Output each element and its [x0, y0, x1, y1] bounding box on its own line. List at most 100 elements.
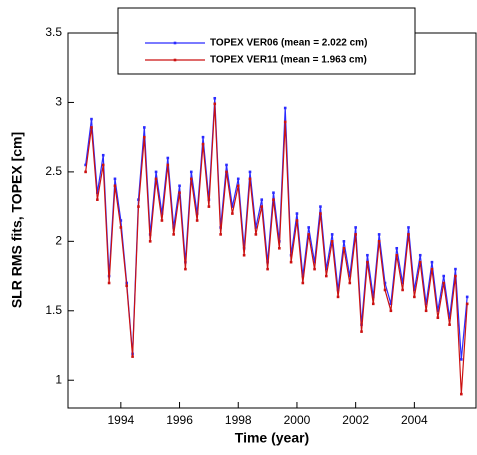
data-point	[436, 309, 440, 313]
data-point	[90, 126, 93, 129]
data-point	[325, 274, 328, 278]
data-point	[418, 253, 422, 257]
data-point	[248, 177, 252, 181]
data-point	[319, 212, 322, 215]
data-point	[225, 170, 228, 174]
data-point	[407, 226, 410, 229]
x-tick-label: 1996	[166, 413, 193, 427]
data-point	[166, 156, 170, 160]
data-point	[96, 198, 99, 201]
data-point	[313, 260, 316, 264]
data-point	[460, 392, 463, 396]
data-point	[137, 205, 140, 208]
data-point	[389, 302, 393, 306]
data-point	[407, 233, 410, 236]
data-point	[213, 96, 217, 100]
data-point	[401, 288, 404, 292]
data-point	[107, 281, 111, 285]
data-point	[289, 260, 293, 264]
legend-label: TOPEX VER11 (mean = 1.963 cm)	[210, 55, 367, 66]
data-point	[342, 246, 346, 250]
data-point	[225, 163, 228, 167]
data-point	[101, 163, 105, 167]
data-point	[236, 184, 240, 188]
data-point	[278, 246, 281, 250]
data-point	[236, 177, 240, 181]
data-point	[254, 233, 258, 236]
data-point	[342, 240, 346, 243]
data-point	[90, 117, 93, 121]
y-tick-label: 3.5	[45, 25, 62, 39]
data-point	[242, 253, 246, 257]
data-point	[448, 316, 451, 320]
data-point	[330, 233, 334, 236]
data-point	[348, 281, 352, 285]
y-axis-title: SLR RMS fits, TOPEX [cm]	[9, 132, 25, 308]
y-tick-label: 1.5	[45, 303, 62, 317]
data-point	[383, 288, 387, 292]
x-tick-label: 2000	[284, 413, 311, 427]
data-point	[189, 177, 193, 181]
data-point	[371, 295, 375, 299]
data-point	[395, 246, 399, 250]
data-point	[195, 219, 199, 222]
data-point	[248, 170, 252, 174]
data-point	[424, 302, 428, 306]
data-point	[413, 288, 416, 292]
legend-marker	[173, 41, 177, 45]
data-point	[465, 302, 469, 306]
x-axis-title: Time (year)	[235, 430, 309, 446]
data-point	[125, 284, 129, 288]
data-point	[454, 267, 457, 271]
data-point	[307, 233, 310, 236]
data-point	[254, 226, 258, 229]
data-point	[301, 281, 305, 285]
data-point	[336, 295, 340, 299]
data-point	[442, 274, 446, 278]
data-point	[154, 177, 158, 181]
x-tick-label: 2004	[401, 413, 428, 427]
data-point	[231, 212, 234, 215]
data-point	[454, 274, 457, 278]
data-point	[148, 240, 152, 243]
data-point	[143, 126, 146, 129]
data-point	[201, 142, 205, 146]
data-point	[460, 358, 463, 361]
data-point	[260, 198, 264, 201]
series-line	[85, 103, 468, 395]
data-point	[172, 233, 175, 236]
data-point	[319, 205, 322, 208]
data-point	[143, 135, 146, 139]
data-point	[383, 281, 387, 285]
legend-marker	[173, 58, 177, 62]
data-point	[413, 295, 416, 299]
data-point	[313, 267, 316, 271]
data-point	[465, 295, 469, 299]
legend-label: TOPEX VER06 (mean = 2.022 cm)	[210, 38, 367, 49]
data-point	[366, 260, 369, 264]
data-point	[354, 226, 357, 229]
data-point	[84, 170, 87, 174]
data-point	[330, 240, 334, 243]
x-tick-label: 2002	[342, 413, 369, 427]
data-point	[436, 316, 440, 320]
data-point	[272, 191, 275, 195]
data-point	[283, 106, 287, 110]
data-point	[377, 240, 381, 243]
data-point	[119, 219, 123, 222]
data-point	[84, 163, 87, 167]
data-point	[401, 281, 404, 285]
data-point	[272, 198, 275, 201]
data-point	[219, 233, 222, 236]
data-point	[231, 205, 234, 208]
y-tick-label: 2.5	[45, 164, 62, 178]
data-point	[189, 170, 193, 174]
data-point	[424, 309, 428, 313]
data-point	[389, 309, 393, 313]
data-point	[360, 330, 363, 333]
data-point	[377, 233, 381, 236]
data-point	[131, 355, 134, 358]
data-point	[101, 153, 105, 157]
data-point	[418, 260, 422, 264]
y-tick-label: 2	[55, 234, 62, 248]
